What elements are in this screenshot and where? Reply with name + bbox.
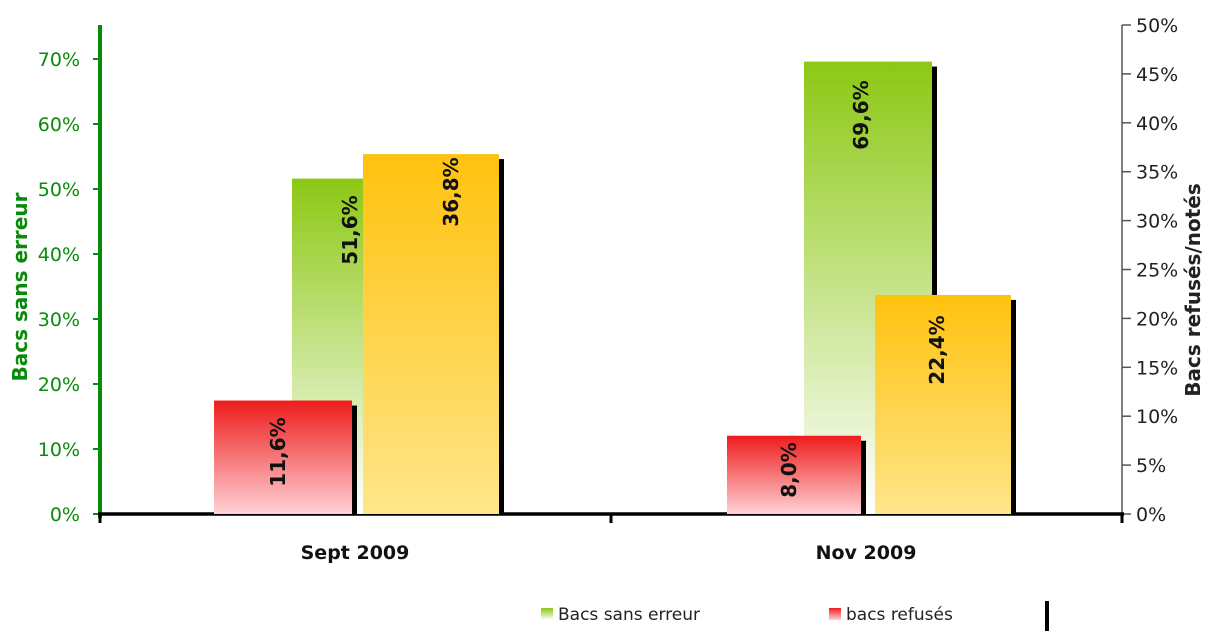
right-axis-title: Bacs refusés/notés — [1181, 183, 1205, 397]
data-label: 36,8% — [439, 157, 463, 226]
right-tick-label: 45% — [1136, 64, 1178, 86]
left-tick-label: 0% — [50, 504, 80, 526]
right-tick-label: 0% — [1136, 504, 1166, 526]
legend: Bacs sans erreur bacs refusés — [541, 601, 1049, 631]
right-tick-label: 20% — [1136, 308, 1178, 330]
right-tick-label: 40% — [1136, 113, 1178, 135]
legend-swatch — [541, 608, 553, 620]
data-label: 8,0% — [777, 442, 801, 497]
right-tick-label: 35% — [1136, 162, 1178, 184]
right-tick-label: 25% — [1136, 260, 1178, 282]
right-tick-label: 5% — [1136, 455, 1166, 477]
right-tick-label: 50% — [1136, 15, 1178, 37]
right-tick-label: 10% — [1136, 406, 1178, 428]
legend-swatch-black — [1045, 601, 1049, 631]
left-tick-label: 10% — [38, 439, 80, 461]
data-label: 69,6% — [849, 80, 873, 149]
bar-1-1 — [727, 435, 861, 514]
legend-label: Bacs sans erreur — [558, 605, 700, 625]
bar-1-2 — [875, 294, 1011, 514]
right-tick-label: 30% — [1136, 211, 1178, 233]
left-axis-title: Bacs sans erreur — [8, 192, 32, 381]
category-label: Nov 2009 — [816, 542, 917, 564]
right-tick-label: 15% — [1136, 357, 1178, 379]
left-tick-label: 30% — [38, 309, 80, 331]
bars — [214, 61, 1016, 514]
left-tick-label: 20% — [38, 374, 80, 396]
data-labels: 51,6% 11,6% 36,8% 69,6% 8,0% 22,4% — [266, 80, 949, 497]
left-tick-label: 40% — [38, 244, 80, 266]
data-label: 22,4% — [925, 315, 949, 384]
left-tick-label: 70% — [38, 49, 80, 71]
legend-swatch — [829, 608, 841, 620]
data-label: 11,6% — [266, 417, 290, 486]
bar-0-1 — [214, 400, 352, 514]
legend-label: bacs refusés — [846, 605, 953, 625]
data-label: 51,6% — [338, 195, 362, 264]
left-tick-label: 50% — [38, 179, 80, 201]
category-label: Sept 2009 — [301, 542, 410, 564]
left-tick-label: 60% — [38, 114, 80, 136]
axes: 0% 10% 20% 30% 40% 50% 60% 70% Bacs sans erreur 0… — [8, 15, 1205, 564]
bar-0-2 — [363, 154, 499, 514]
